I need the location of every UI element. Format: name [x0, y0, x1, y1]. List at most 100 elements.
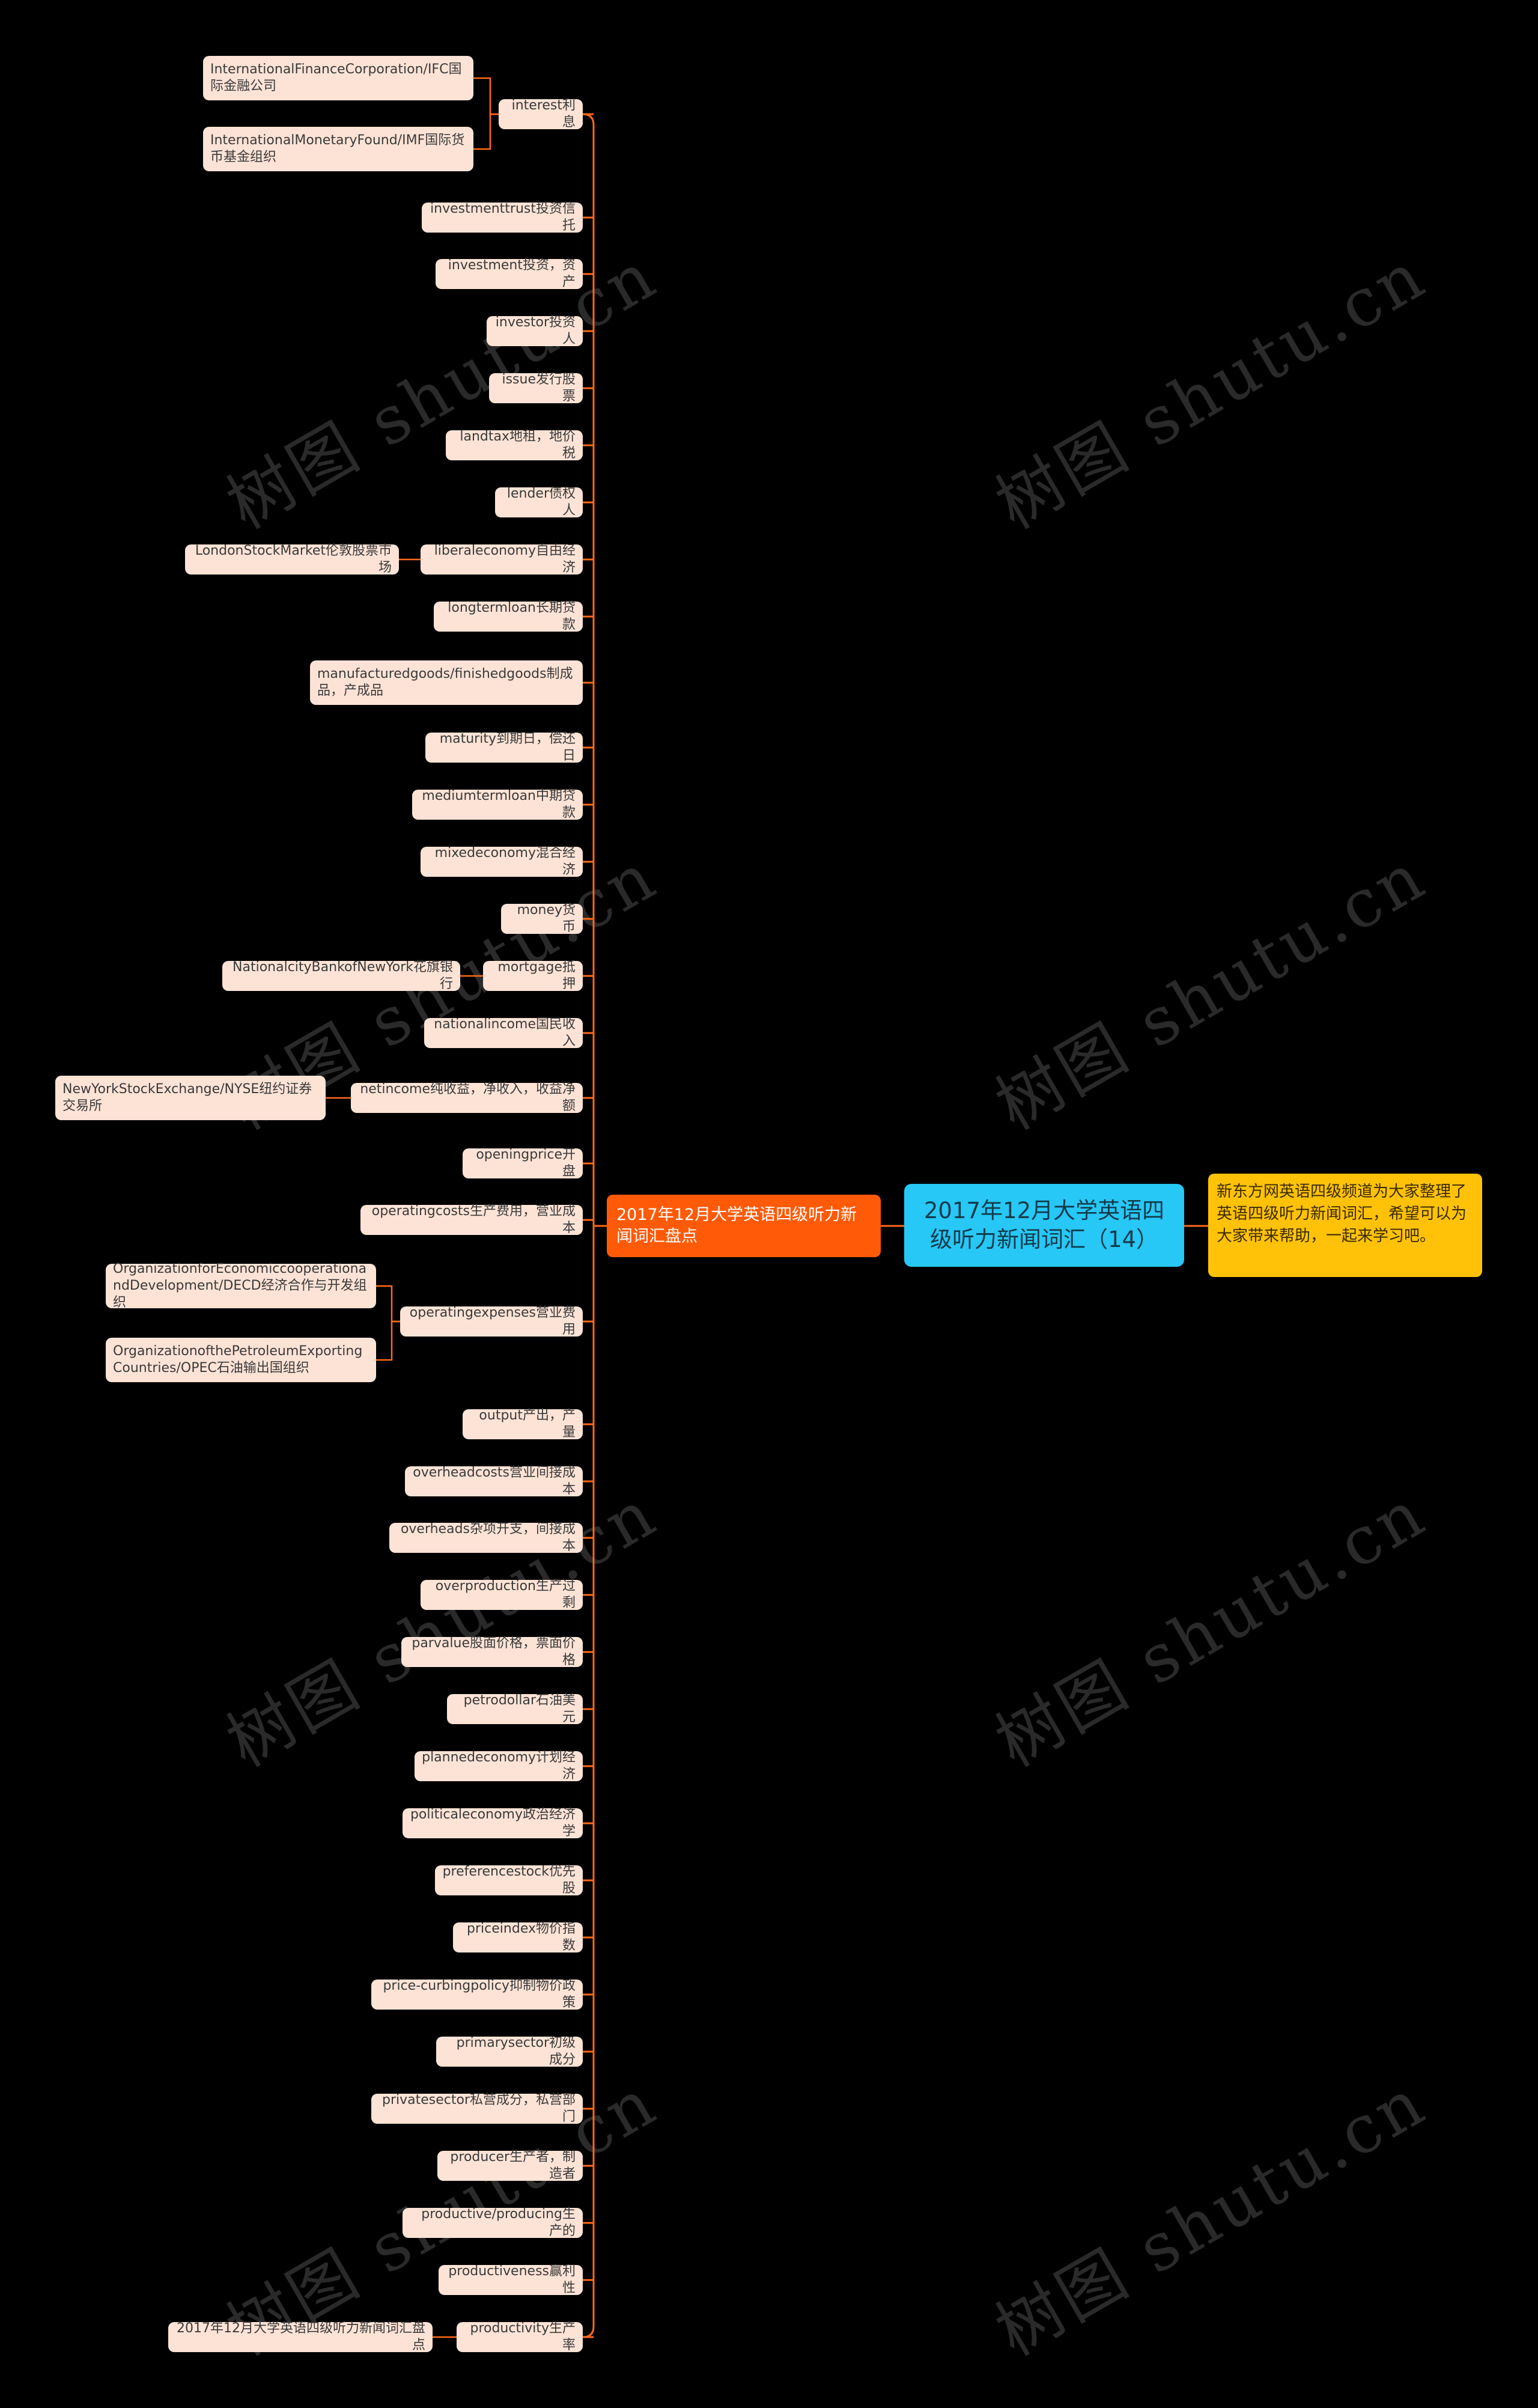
term-label: preferencestock优先股 — [442, 1864, 576, 1896]
term-child-node[interactable]: OrganizationofthePetroleumExportingCount… — [106, 1338, 376, 1382]
summary-note[interactable]: 新东方网英语四级频道为大家整理了英语四级听力新闻词汇，希望可以为大家带来帮助，一… — [1208, 1174, 1482, 1277]
term-label: openingprice开盘 — [476, 1147, 576, 1179]
term-node[interactable]: longtermloan长期贷款 — [434, 600, 583, 632]
term-label: landtax地租，地价税 — [460, 429, 576, 461]
term-label: interest利息 — [511, 98, 576, 130]
term-node[interactable]: preferencestock优先股 — [435, 1864, 583, 1896]
term-node[interactable]: producer生产者，制造者 — [437, 2150, 583, 2181]
term-node[interactable]: price-curbingpolicy抑制物价政策 — [371, 1978, 583, 2010]
term-node[interactable]: output产出，产量 — [463, 1408, 583, 1440]
term-label: money货币 — [517, 903, 576, 934]
term-label: issue发行股票 — [502, 372, 576, 404]
connector-line — [473, 77, 499, 115]
connector-line — [376, 1320, 400, 1361]
term-label: manufacturedgoods/finishedgoods制成品，产成品 — [317, 666, 573, 698]
term-node[interactable]: primarysector初级成分 — [436, 2035, 583, 2067]
term-label: investment投资，资产 — [448, 258, 576, 290]
term-child-label: LondonStockMarket伦敦股票市场 — [195, 543, 392, 575]
term-label: longtermloan长期贷款 — [448, 600, 576, 632]
term-label: investmenttrust投资信托 — [430, 201, 576, 233]
term-node[interactable]: maturity到期日，偿还日 — [425, 731, 583, 763]
term-child-label: NewYorkStockExchange/NYSE纽约证券交易所 — [62, 1082, 312, 1114]
term-node[interactable]: operatingexpenses营业费用 — [400, 1305, 583, 1337]
term-node[interactable]: investor投资人 — [487, 315, 583, 347]
term-node[interactable]: productive/producing生产的 — [403, 2207, 583, 2239]
term-label: mediumtermloan中期贷款 — [422, 788, 576, 820]
term-node[interactable]: netincome纯收益，净收入，收益净额 — [351, 1082, 583, 1114]
term-node[interactable]: petrodollar石油美元 — [447, 1693, 583, 1725]
term-node[interactable]: investment投资，资产 — [436, 258, 583, 290]
term-node[interactable]: parvalue股面价格，票面价格 — [401, 1636, 583, 1668]
connector-line — [376, 1285, 400, 1323]
term-node[interactable]: mixedeconomy混合经济 — [421, 846, 583, 877]
term-node[interactable]: overheads杂项开支，间接成本 — [389, 1522, 583, 1553]
term-label: overproduction生产过剩 — [435, 1579, 576, 1611]
term-label: productivity生产率 — [470, 2321, 576, 2353]
term-child-node[interactable]: NationalcityBankofNewYork花旗银行 — [222, 960, 460, 992]
term-child-label: NationalcityBankofNewYork花旗银行 — [233, 960, 453, 992]
term-node[interactable]: overheadcosts营业间接成本 — [405, 1465, 583, 1497]
branch-topic-label: 2017年12月大学英语四级听力新闻词汇盘点 — [616, 1206, 857, 1246]
term-label: priceindex物价指数 — [467, 1921, 576, 1953]
term-child-node[interactable]: NewYorkStockExchange/NYSE纽约证券交易所 — [55, 1076, 326, 1120]
term-child-node[interactable]: InternationalFinanceCorporation/IFC国际金融公… — [203, 56, 473, 100]
term-label: liberaleconomy自由经济 — [434, 543, 576, 575]
term-label: parvalue股面价格，票面价格 — [412, 1636, 576, 1668]
term-node[interactable]: lender债权人 — [495, 486, 583, 518]
term-label: privatesector私营成分，私营部门 — [381, 2093, 576, 2124]
term-label: mortgage抵押 — [497, 960, 576, 992]
term-node[interactable]: privatesector私营成分，私营部门 — [371, 2093, 583, 2124]
term-node[interactable]: politicaleconomy政治经济学 — [403, 1807, 583, 1839]
term-child-node[interactable]: InternationalMonetaryFound/IMF国际货币基金组织 — [203, 127, 473, 171]
term-label: mixedeconomy混合经济 — [434, 846, 576, 877]
term-child-label: InternationalFinanceCorporation/IFC国际金融公… — [210, 62, 462, 94]
root-topic-label: 2017年12月大学英语四级听力新闻词汇（14） — [923, 1198, 1165, 1252]
summary-note-text: 新东方网英语四级频道为大家整理了英语四级听力新闻词汇，希望可以为大家带来帮助，一… — [1217, 1183, 1467, 1245]
term-label: petrodollar石油美元 — [463, 1693, 576, 1725]
term-node[interactable]: mortgage抵押 — [483, 960, 583, 992]
connector-line — [473, 113, 499, 150]
term-node[interactable]: priceindex物价指数 — [453, 1921, 583, 1953]
term-node[interactable]: issue发行股票 — [489, 372, 583, 404]
term-node[interactable]: openingprice开盘 — [463, 1147, 583, 1179]
term-label: output产出，产量 — [479, 1408, 576, 1440]
term-node[interactable]: investmenttrust投资信托 — [422, 201, 583, 233]
term-child-label: OrganizationofthePetroleumExportingCount… — [113, 1344, 363, 1376]
term-node[interactable]: money货币 — [501, 903, 583, 934]
term-node[interactable]: landtax地租，地价税 — [446, 429, 583, 461]
term-child-node[interactable]: 2017年12月大学英语四级听力新闻词汇盘点 — [168, 2321, 433, 2353]
term-node[interactable]: interest利息 — [499, 98, 583, 130]
term-node[interactable]: operatingcosts生产费用，营业成本 — [360, 1204, 583, 1236]
root-topic[interactable]: 2017年12月大学英语四级听力新闻词汇（14） — [904, 1184, 1184, 1267]
term-label: nationalincome国民收入 — [434, 1017, 576, 1049]
term-label: netincome纯收益，净收入，收益净额 — [360, 1082, 576, 1114]
connector-line — [582, 113, 595, 2338]
term-child-node[interactable]: LondonStockMarket伦敦股票市场 — [185, 543, 399, 575]
term-node[interactable]: manufacturedgoods/finishedgoods制成品，产成品 — [310, 660, 583, 705]
term-child-node[interactable]: OrganizationforEconomiccooperationandDev… — [106, 1261, 376, 1310]
term-node[interactable]: overproduction生产过剩 — [421, 1579, 583, 1611]
term-child-label: OrganizationforEconomiccooperationandDev… — [113, 1261, 367, 1310]
term-node[interactable]: plannedeconomy计划经济 — [415, 1750, 583, 1782]
term-label: maturity到期日，偿还日 — [439, 731, 576, 763]
term-label: overheads杂项开支，间接成本 — [400, 1522, 576, 1553]
term-node[interactable]: mediumtermloan中期贷款 — [412, 788, 583, 820]
term-label: productiveness赢利性 — [448, 2264, 576, 2296]
term-label: plannedeconomy计划经济 — [422, 1750, 576, 1782]
term-label: operatingcosts生产费用，营业成本 — [371, 1204, 576, 1236]
term-label: producer生产者，制造者 — [450, 2150, 576, 2181]
term-node[interactable]: liberaleconomy自由经济 — [421, 543, 583, 575]
term-label: productive/producing生产的 — [421, 2207, 576, 2239]
term-label: investor投资人 — [495, 315, 576, 347]
term-child-label: InternationalMonetaryFound/IMF国际货币基金组织 — [210, 133, 465, 165]
term-node[interactable]: productivity生产率 — [457, 2321, 583, 2353]
term-node[interactable]: productiveness赢利性 — [439, 2264, 583, 2296]
term-label: price-curbingpolicy抑制物价政策 — [383, 1978, 576, 2010]
term-label: primarysector初级成分 — [456, 2035, 576, 2067]
term-node[interactable]: nationalincome国民收入 — [424, 1017, 583, 1049]
term-label: lender债权人 — [506, 486, 576, 518]
term-child-label: 2017年12月大学英语四级听力新闻词汇盘点 — [177, 2321, 425, 2353]
term-label: operatingexpenses营业费用 — [409, 1305, 576, 1337]
branch-topic[interactable]: 2017年12月大学英语四级听力新闻词汇盘点 — [607, 1195, 881, 1257]
